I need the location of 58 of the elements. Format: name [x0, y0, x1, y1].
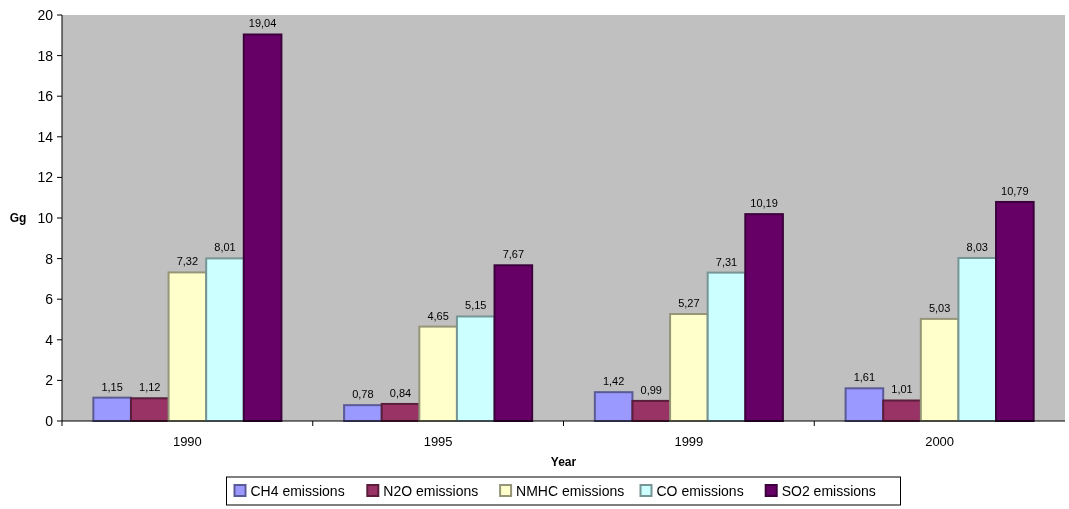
bar	[242, 33, 283, 422]
data-label: 10,79	[1001, 184, 1029, 197]
y-tick-label: 16	[37, 88, 54, 105]
legend-label: SO2 emissions	[781, 483, 876, 499]
data-label: 7,67	[502, 248, 525, 261]
data-label: 7,32	[176, 255, 199, 268]
y-tick-label: 18	[37, 47, 54, 64]
y-tick-label: 4	[45, 331, 54, 348]
bar	[995, 200, 1035, 422]
data-label: 5,03	[928, 301, 951, 314]
bar	[205, 257, 245, 422]
bar	[706, 271, 747, 422]
bar	[493, 264, 534, 422]
data-label: 4,65	[427, 309, 449, 322]
data-label: 1,42	[602, 375, 625, 388]
y-tick-label: 10	[37, 210, 54, 226]
data-label: 1,01	[891, 383, 913, 396]
legend-label: CH4 emissions	[250, 483, 345, 499]
data-label: 5,15	[465, 299, 487, 312]
bar	[744, 213, 784, 422]
x-axis-title: Year	[550, 455, 577, 469]
bar	[593, 391, 634, 422]
bar	[418, 325, 458, 422]
bar	[669, 313, 709, 422]
data-label: 19,04	[248, 17, 277, 30]
x-tick-label: 1999	[674, 434, 704, 449]
data-label: 10,19	[750, 197, 778, 210]
bar	[919, 317, 960, 422]
y-axis-title: Gg	[9, 211, 27, 225]
data-label: 8,03	[966, 240, 988, 253]
data-label: 1,15	[101, 380, 123, 393]
bar	[455, 315, 496, 422]
bar	[957, 256, 998, 422]
data-label: 0,99	[640, 383, 662, 396]
bar	[882, 399, 922, 422]
bar	[167, 271, 208, 422]
legend-label: N2O emissions	[383, 483, 479, 499]
legend-label: CO emissions	[656, 483, 744, 499]
x-tick-label: 1990	[172, 434, 202, 449]
data-label: 8,01	[214, 241, 236, 254]
y-tick-label: 8	[45, 250, 54, 267]
y-tick-label: 20	[37, 7, 54, 23]
bar	[844, 387, 885, 422]
data-label: 1,12	[139, 381, 161, 394]
y-tick-label: 14	[37, 128, 54, 145]
y-tick-label: 6	[45, 291, 54, 308]
x-tick-label: 2000	[925, 434, 955, 449]
legend-label: NMHC emissions	[516, 483, 625, 499]
data-label: 1,61	[853, 371, 876, 384]
y-tick-label: 12	[37, 169, 54, 186]
data-label: 5,27	[678, 297, 700, 310]
data-label: 7,31	[715, 255, 738, 268]
data-label: 0,84	[389, 386, 412, 399]
x-tick-label: 1995	[423, 434, 453, 449]
bar	[129, 397, 170, 422]
y-tick-label: 0	[45, 413, 54, 429]
y-tick-label: 2	[45, 372, 54, 389]
data-label: 0,78	[352, 388, 374, 401]
